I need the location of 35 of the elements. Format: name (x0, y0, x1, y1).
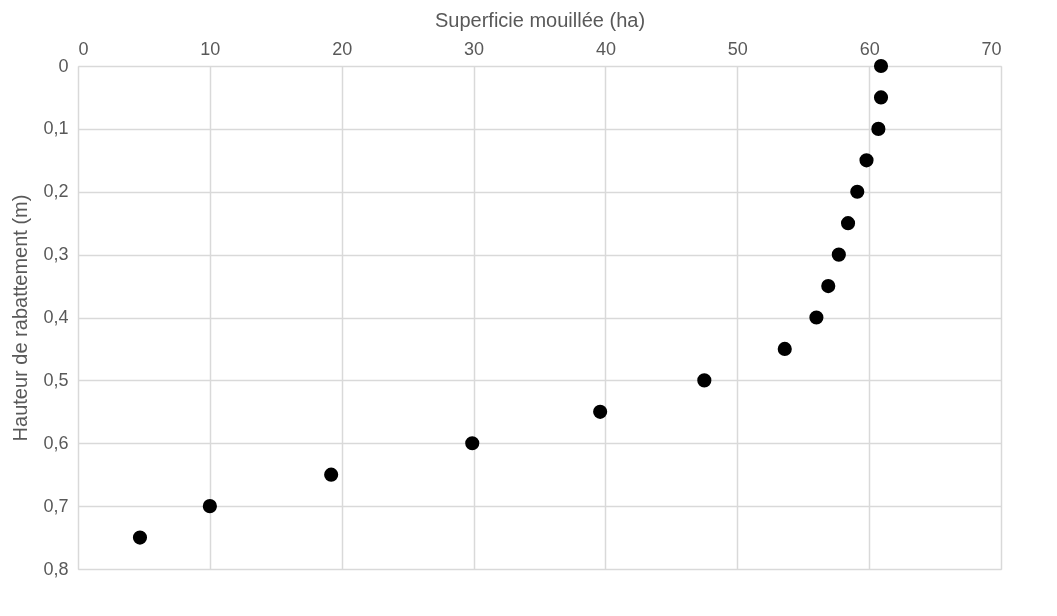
y-tick-label: 0 (58, 55, 69, 76)
point (873, 90, 889, 105)
point (831, 247, 846, 262)
point (821, 279, 836, 294)
x-tick-label: 10 (200, 38, 221, 59)
point (871, 121, 886, 136)
x-axis-title: Superficie mouillée (ha) (434, 8, 646, 31)
point (873, 58, 889, 74)
y-axis-title: Hauteur de rabattement (m) (9, 194, 32, 442)
point (465, 436, 480, 451)
x-tick-label: 0 (78, 38, 89, 59)
point (202, 499, 217, 514)
y-tick-label: 0,6 (43, 432, 69, 453)
point (850, 184, 865, 199)
point (840, 216, 856, 231)
x-tick-label: 40 (595, 38, 616, 59)
x-tick-label: 20 (332, 38, 353, 59)
y-tick-label: 0,1 (43, 118, 69, 139)
y-tick-label: 0,3 (43, 244, 69, 265)
x-tick-label: 30 (464, 38, 485, 59)
x-tick-label: 50 (727, 38, 748, 59)
point (777, 341, 792, 356)
point (593, 404, 608, 419)
y-tick-label: 0,2 (43, 181, 69, 202)
x-tick-label: 70 (981, 38, 1002, 59)
y-tick-label: 0,7 (43, 495, 69, 516)
point (697, 373, 712, 388)
point (809, 310, 824, 325)
y-tick-label: 0,4 (43, 307, 69, 327)
x-tick-label: 60 (859, 38, 880, 59)
point (859, 153, 874, 168)
y-tick-label: 0,8 (43, 558, 69, 579)
point (132, 530, 148, 545)
point (324, 467, 339, 482)
y-tick-label: 0,5 (43, 369, 69, 390)
